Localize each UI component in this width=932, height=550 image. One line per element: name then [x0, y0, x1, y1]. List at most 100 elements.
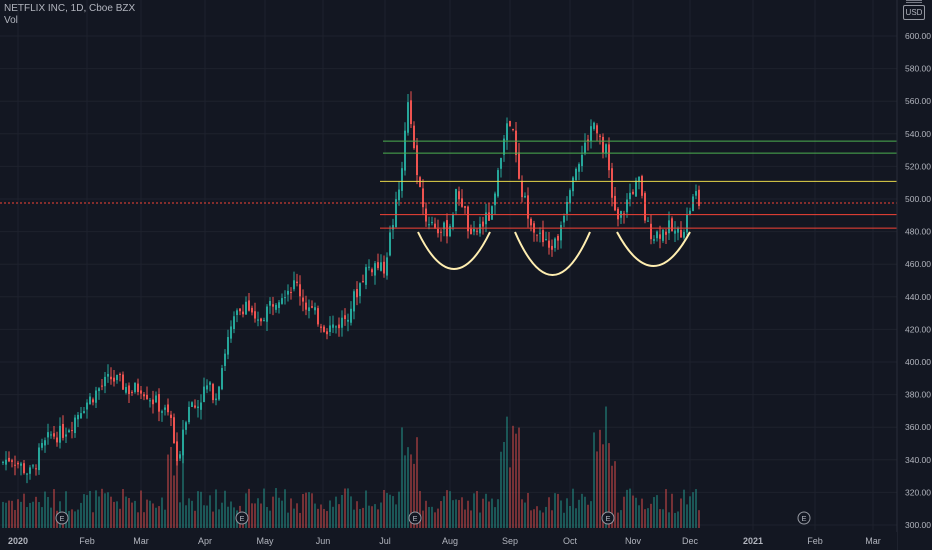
time-axis: 2020 Feb Mar Apr May Jun Jul Aug Sep Oct Nov Dec 202…	[0, 532, 897, 550]
candle-body	[224, 353, 226, 366]
candle-body	[515, 130, 517, 156]
volume-bar	[311, 493, 313, 528]
candle-body	[353, 291, 355, 312]
candle-body	[578, 164, 580, 172]
volume-bar	[149, 500, 151, 528]
candle-body	[80, 413, 82, 419]
candle-body	[122, 374, 124, 390]
earnings-marker-label: E	[605, 514, 610, 523]
candle-body	[263, 320, 265, 322]
candle-body	[374, 263, 376, 276]
candle-body	[581, 154, 583, 167]
volume-indicator-label[interactable]: Vol	[4, 15, 18, 26]
volume-bar	[422, 510, 424, 528]
candle-body	[698, 189, 700, 206]
volume-bar	[464, 509, 466, 528]
candle-body	[245, 301, 247, 315]
volume-bar	[35, 496, 37, 528]
candle-body	[272, 304, 274, 307]
volume-bar	[404, 455, 406, 528]
volume-bar	[104, 493, 106, 528]
volume-bar	[680, 498, 682, 528]
chart-legend: NETFLIX INC, 1D, Cboe BZX Vol	[4, 3, 135, 27]
volume-bar	[509, 467, 511, 528]
volume-bar	[161, 497, 163, 528]
candle-body	[344, 315, 346, 320]
candle-body	[554, 238, 556, 248]
candle-body	[86, 402, 88, 410]
price-tick-label: 600.00	[905, 31, 931, 41]
menu-icon[interactable]	[906, 0, 922, 4]
candle-body	[668, 220, 670, 234]
candle-body	[413, 125, 415, 149]
volume-bar	[557, 493, 559, 528]
candle-body	[380, 262, 382, 271]
rounded-bottom-arc	[417, 231, 491, 270]
earnings-marker-label: E	[412, 514, 417, 523]
volume-bar	[536, 506, 538, 528]
candle-body	[2, 461, 4, 463]
candle-body	[680, 229, 682, 238]
volume-bar	[218, 509, 220, 528]
candle-body	[695, 191, 697, 196]
time-tick-label: May	[256, 536, 274, 546]
volume-bar	[584, 496, 586, 528]
symbol-title[interactable]: NETFLIX INC, 1D, Cboe BZX	[4, 3, 136, 14]
price-axis-bg	[897, 0, 932, 550]
price-tick-label: 480.00	[905, 227, 931, 237]
volume-bar	[137, 512, 139, 528]
volume-bar	[467, 500, 469, 528]
volume-bar	[257, 498, 259, 528]
volume-bar	[155, 507, 157, 528]
candle-body	[467, 206, 469, 232]
volume-bar	[140, 490, 142, 528]
time-tick-label: Aug	[442, 536, 458, 546]
volume-bar	[263, 488, 265, 528]
earnings-marker-label: E	[59, 514, 64, 523]
candle-body	[539, 232, 541, 234]
volume-bar	[299, 512, 301, 528]
candle-body	[476, 230, 478, 232]
volume-bar	[290, 498, 292, 528]
rounded-bottom-arc	[514, 231, 591, 276]
volume-bar	[401, 427, 403, 528]
volume-bar	[83, 494, 85, 528]
volume-bar	[437, 508, 439, 528]
candle-body	[584, 142, 586, 153]
candle-body	[383, 261, 385, 274]
volume-bar	[503, 441, 505, 528]
volume-bar	[281, 500, 283, 528]
volume-bar	[425, 500, 427, 528]
candle-body	[671, 218, 673, 232]
volume-bar	[389, 494, 391, 528]
candle-body	[29, 467, 31, 474]
candle-body	[155, 395, 157, 403]
candle-body	[674, 230, 676, 234]
candle-body	[83, 411, 85, 414]
currency-badge[interactable]: USD	[903, 5, 925, 20]
volume-bar	[245, 493, 247, 528]
volume-bar	[548, 497, 550, 528]
candle-body	[506, 123, 508, 141]
volume-bar	[452, 500, 454, 528]
candle-body	[242, 311, 244, 315]
candle-body	[560, 225, 562, 241]
candle-body	[203, 386, 205, 403]
volume-bar	[95, 490, 97, 528]
volume-bar	[569, 506, 571, 528]
earnings-marker	[601, 511, 615, 525]
volume-bar	[314, 503, 316, 528]
volume-bar	[146, 499, 148, 528]
volume-bar	[407, 447, 409, 528]
volume-bar	[53, 489, 55, 528]
candle-body	[320, 326, 322, 328]
volume-bar	[266, 506, 268, 528]
candle-body	[212, 384, 214, 401]
volume-bar	[101, 488, 103, 528]
candle-body	[443, 222, 445, 230]
candle-body	[269, 300, 271, 306]
volume-bar	[8, 500, 10, 528]
volume-bar	[44, 491, 46, 528]
volume-bar	[152, 503, 154, 528]
